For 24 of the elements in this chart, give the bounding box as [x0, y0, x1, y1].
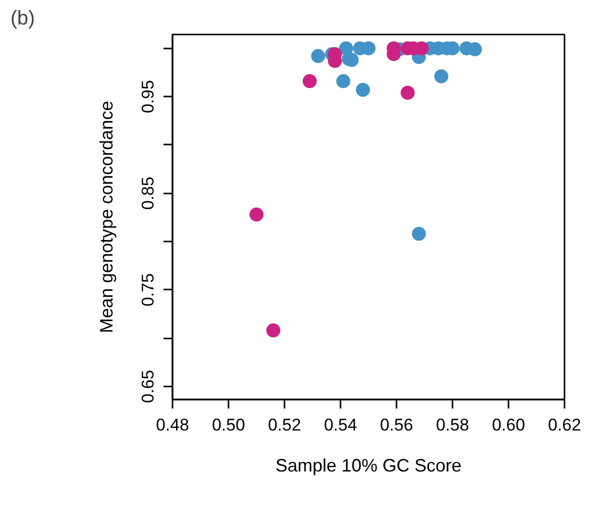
- x-tick-label: 0.52: [268, 416, 302, 434]
- y-tick-label: 0.75: [138, 273, 158, 306]
- y-axis-title: Mean genotype concordance: [96, 100, 116, 334]
- x-tick-label: 0.60: [492, 416, 526, 434]
- point: [302, 74, 317, 88]
- y-tick-label: 0.95: [138, 80, 158, 114]
- chart-title: (b): [10, 8, 35, 30]
- point: [266, 323, 280, 338]
- y-tick-label: 0.85: [138, 176, 158, 210]
- point: [356, 82, 370, 97]
- x-tick-label: 0.48: [156, 416, 190, 434]
- point: [250, 208, 264, 222]
- x-tick-label: 0.50: [212, 416, 246, 434]
- point: [336, 74, 350, 88]
- x-tick-label: 0.54: [324, 416, 358, 434]
- y-tick-label: 0.65: [138, 370, 158, 403]
- point: [400, 86, 415, 100]
- point: [311, 49, 326, 64]
- x-tick-label: 0.58: [436, 416, 470, 434]
- x-tick-label: 0.56: [380, 416, 414, 434]
- point: [412, 226, 426, 241]
- x-axis-title: Sample 10% GC Score: [275, 456, 462, 476]
- x-tick-label: 0.62: [548, 416, 582, 434]
- point: [434, 69, 448, 84]
